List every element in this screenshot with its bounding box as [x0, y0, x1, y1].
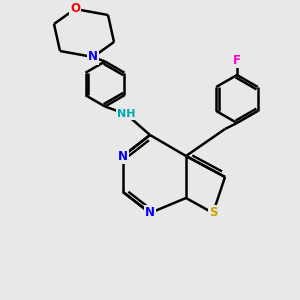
Text: S: S [209, 206, 217, 220]
Text: F: F [233, 53, 241, 67]
Text: NH: NH [117, 109, 135, 119]
Text: N: N [88, 50, 98, 64]
Text: N: N [118, 149, 128, 163]
Text: O: O [70, 2, 80, 16]
Text: N: N [145, 206, 155, 220]
